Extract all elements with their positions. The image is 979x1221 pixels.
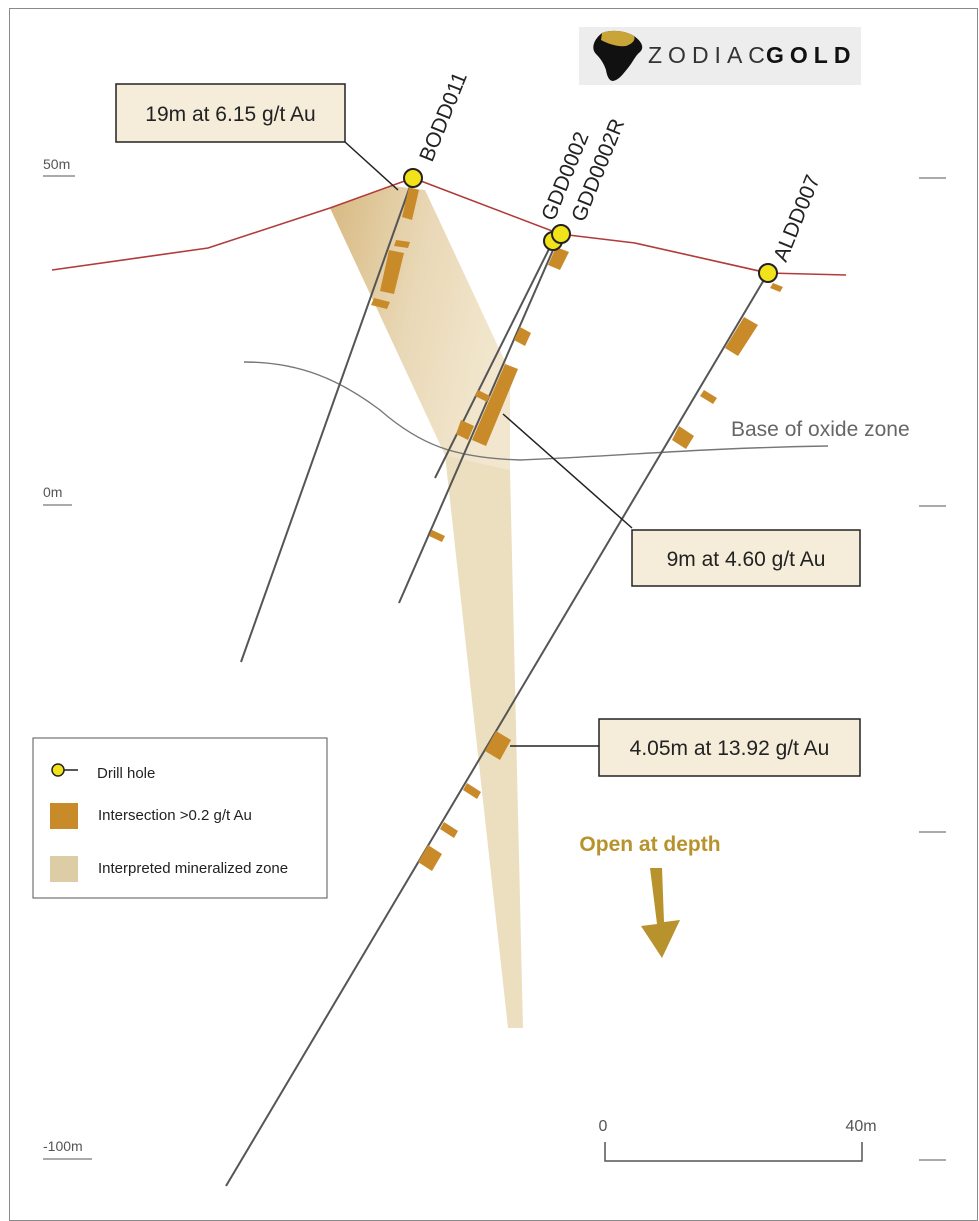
label-aldd007: ALDD007 xyxy=(769,172,824,265)
elevation-label-0m: 0m xyxy=(43,484,62,500)
base-of-oxide-line xyxy=(243,361,829,461)
topography-line xyxy=(51,177,847,276)
drill-trace-gdd0002r xyxy=(398,233,561,604)
collar-aldd007 xyxy=(758,263,778,283)
base-of-oxide-label: Base of oxide zone xyxy=(731,418,910,441)
intersection-aldd007-1 xyxy=(770,283,783,292)
intersection-aldd007-2 xyxy=(725,317,758,356)
intersection-bodd011-4 xyxy=(371,298,390,309)
legend-drill-hole-icon xyxy=(51,763,65,777)
mineralized-zone-lower xyxy=(445,455,523,1028)
legend-intersection-swatch xyxy=(50,803,78,829)
collar-bodd011 xyxy=(403,168,423,188)
intersection-aldd007-3 xyxy=(700,390,717,404)
legend-mineralized-zone-label: Interpreted mineralized zone xyxy=(98,860,288,877)
intersection-aldd007-4 xyxy=(672,426,694,449)
drill-trace-aldd007 xyxy=(225,272,769,1187)
legend-intersection-label: Intersection >0.2 g/t Au xyxy=(98,807,252,824)
callout-box-aldd007 xyxy=(598,718,861,777)
intersection-aldd007-6 xyxy=(463,783,481,799)
intersection-aldd007-5 xyxy=(485,731,511,760)
logo-word-gold: GOLD xyxy=(766,42,856,68)
intersection-gdd-6 xyxy=(429,530,445,542)
leader-bodd011 xyxy=(344,141,399,191)
callout-box-bodd011 xyxy=(115,83,346,143)
scale-bar-start-label: 0 xyxy=(599,1118,608,1135)
legend-mineralized-zone-swatch xyxy=(50,856,78,882)
intersection-aldd007-8 xyxy=(418,845,442,871)
elevation-label-50m: 50m xyxy=(43,156,70,172)
callout-text-bodd011: 19m at 6.15 g/t Au xyxy=(145,103,315,126)
intersection-bodd011-1 xyxy=(402,187,419,220)
callout-text-aldd007: 4.05m at 13.92 g/t Au xyxy=(630,737,830,760)
intersection-gdd-3 xyxy=(472,364,518,446)
drill-trace-bodd011 xyxy=(240,177,414,663)
intersection-bodd011-2 xyxy=(394,240,410,248)
scale-bar-end-label: 40m xyxy=(845,1118,876,1135)
intersection-aldd007-7 xyxy=(440,822,458,838)
leader-gdd0002r xyxy=(502,413,633,529)
collar-gdd0002r xyxy=(551,224,571,244)
callout-text-gdd0002r: 9m at 4.60 g/t Au xyxy=(667,548,826,571)
legend-box xyxy=(32,737,328,899)
callout-box-gdd0002r xyxy=(631,529,861,587)
logo-word-zodiac: ZODIAC xyxy=(648,42,771,68)
intersection-gdd-5 xyxy=(456,420,474,440)
label-bodd011: BODD011 xyxy=(415,69,472,165)
intersections xyxy=(371,187,783,871)
intersection-bodd011-3 xyxy=(380,250,404,294)
elevation-label-minus100m: -100m xyxy=(43,1138,83,1154)
africa-gold-highlight xyxy=(601,30,635,47)
legend-drill-hole-label: Drill hole xyxy=(97,765,155,782)
drill-trace-gdd0002 xyxy=(434,240,554,479)
intersection-gdd-1 xyxy=(548,247,569,270)
open-at-depth-label: Open at depth xyxy=(579,833,720,856)
logo: ZODIAC GOLD xyxy=(579,27,861,85)
arrow-down-icon xyxy=(641,868,680,958)
scale-bar xyxy=(604,1142,863,1162)
intersection-gdd-2 xyxy=(514,327,531,346)
intersection-gdd-4 xyxy=(475,390,490,402)
mineralized-zone-upper xyxy=(330,186,510,470)
